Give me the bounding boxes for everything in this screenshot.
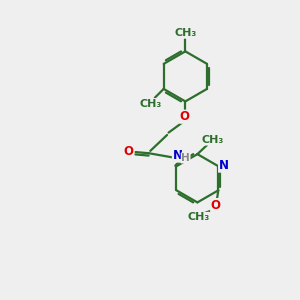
Text: O: O [180,110,190,123]
Text: O: O [211,199,221,212]
Text: CH₃: CH₃ [201,135,223,145]
Text: CH₃: CH₃ [188,212,210,222]
Text: N: N [219,159,229,172]
Text: CH₃: CH₃ [174,28,196,38]
Text: H: H [181,153,190,163]
Text: O: O [124,145,134,158]
Text: CH₃: CH₃ [139,99,161,109]
Text: N: N [172,149,182,162]
